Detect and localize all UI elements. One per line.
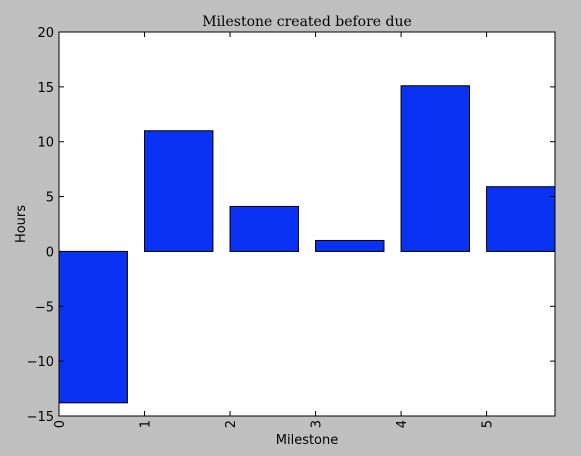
bar-4 — [400, 85, 470, 252]
x-tick-label: 1 — [139, 420, 154, 428]
x-tick-label: 2 — [224, 420, 239, 428]
y-tick-label: 10 — [37, 136, 54, 151]
y-axis-label: Hours — [14, 205, 29, 243]
chart-title: Milestone created before due — [202, 14, 412, 30]
x-axis: 0 1 2 3 4 5 — [53, 32, 496, 428]
bar-5 — [486, 186, 556, 252]
y-tick-label: −10 — [27, 355, 54, 370]
y-tick-label: 20 — [37, 26, 54, 41]
y-tick-label: 15 — [37, 81, 54, 96]
bar-1 — [144, 130, 214, 252]
bar-3 — [315, 239, 385, 252]
x-tick-label: 3 — [310, 420, 325, 428]
plot-area — [59, 32, 555, 416]
bar-2 — [229, 205, 299, 252]
bars-layer — [58, 85, 556, 404]
y-tick-label: 0 — [46, 245, 54, 260]
y-tick-label: 5 — [46, 191, 54, 206]
x-axis-label: Milestone — [276, 433, 339, 448]
y-tick-label: −5 — [35, 300, 54, 315]
x-tick-label: 4 — [395, 420, 410, 428]
plot-frame — [58, 31, 556, 417]
x-tick-label: 5 — [481, 420, 496, 428]
y-tick-label: −15 — [27, 410, 54, 425]
bar-0 — [58, 250, 128, 404]
x-tick-label: 0 — [53, 420, 68, 428]
